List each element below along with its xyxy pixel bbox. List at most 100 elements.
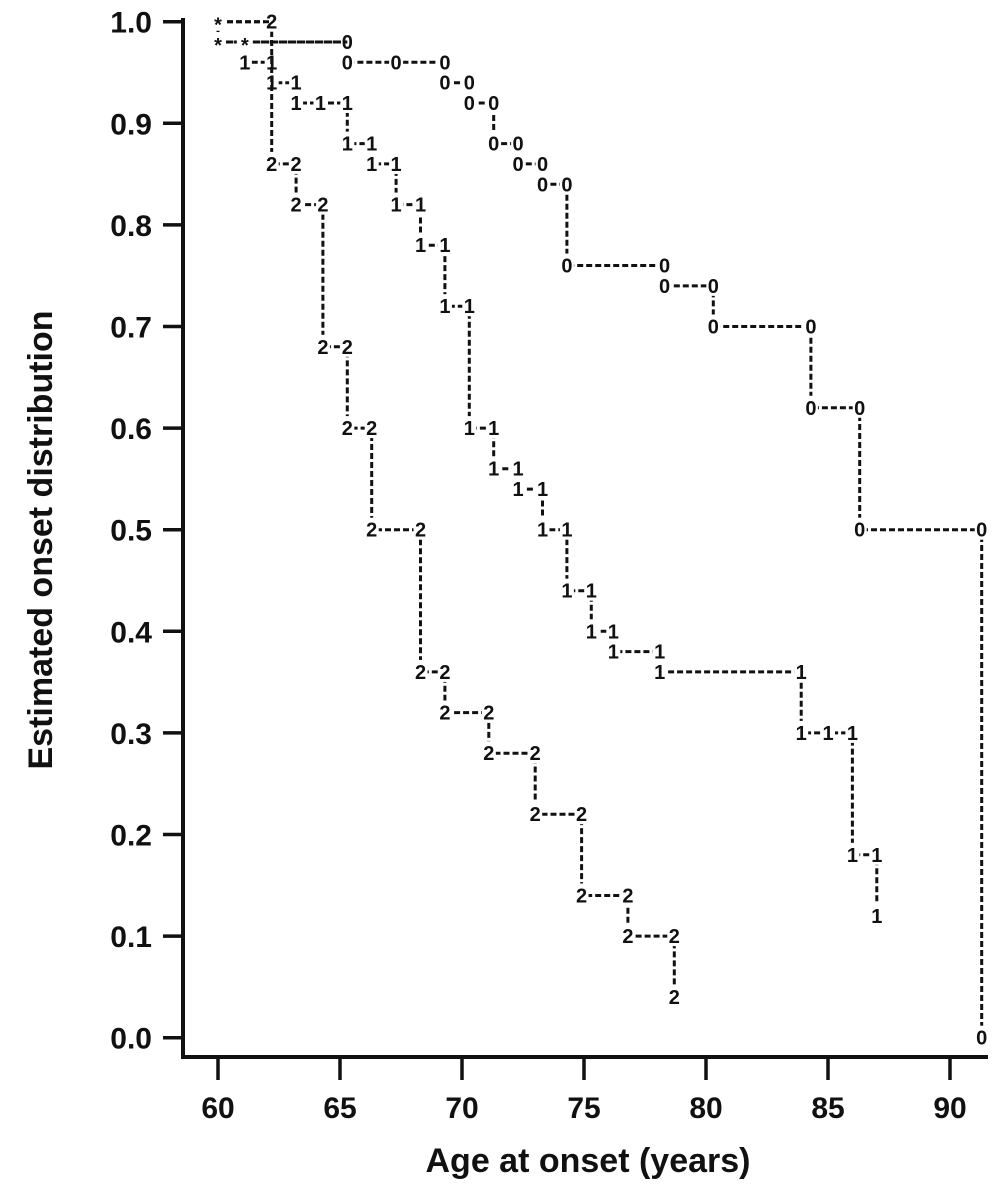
data-marker-2: 2 — [483, 703, 494, 725]
marker-bg — [584, 578, 599, 601]
marker-bg — [574, 802, 589, 825]
marker-bg — [606, 639, 621, 662]
y-tick-label: 0.8 — [110, 210, 152, 243]
y-tick-label: 0.4 — [110, 616, 152, 649]
marker-bg — [413, 233, 428, 256]
data-marker-1: 1 — [586, 581, 597, 603]
data-marker-1: 1 — [654, 662, 665, 684]
data-marker-1: 1 — [464, 296, 475, 318]
marker-bg — [559, 172, 574, 195]
data-marker-0: 0 — [659, 256, 670, 278]
marker-bg — [486, 131, 501, 154]
data-marker-2: 2 — [366, 520, 377, 542]
data-marker-0: 0 — [439, 73, 450, 95]
marker-bg — [667, 985, 682, 1008]
marker-bg — [437, 700, 452, 723]
marker-bg — [264, 9, 279, 32]
data-marker-2: 2 — [669, 926, 680, 948]
data-marker-0: 0 — [342, 52, 353, 74]
data-marker-2: 2 — [366, 418, 377, 440]
data-marker-1: 1 — [537, 479, 548, 501]
data-marker-0: 0 — [464, 73, 475, 95]
marker-bg — [559, 517, 574, 540]
marker-bg — [437, 659, 452, 682]
data-marker-0: 0 — [976, 520, 987, 542]
marker-bg — [706, 314, 721, 337]
data-marker-0: 0 — [513, 134, 524, 156]
data-marker-0: 0 — [561, 256, 572, 278]
data-marker-1: 1 — [239, 52, 250, 74]
data-marker-0: 0 — [561, 174, 572, 196]
data-marker-0: 0 — [488, 134, 499, 156]
data-marker-0: 0 — [513, 154, 524, 176]
data-marker-1: 1 — [513, 479, 524, 501]
data-marker-1: 1 — [871, 845, 882, 867]
data-marker-1: 1 — [391, 195, 402, 217]
data-marker-1: 1 — [822, 723, 833, 745]
data-marker-2: 2 — [317, 195, 328, 217]
data-marker-1: 1 — [561, 581, 572, 603]
data-marker-1: 1 — [464, 418, 475, 440]
data-marker-0: 0 — [976, 1028, 987, 1050]
x-tick-label: 60 — [201, 1092, 234, 1125]
marker-bg — [667, 924, 682, 947]
data-marker-1: 1 — [415, 195, 426, 217]
data-marker-2: 2 — [415, 662, 426, 684]
x-tick-label: 70 — [445, 1092, 478, 1125]
data-marker-2: 2 — [342, 418, 353, 440]
data-marker-1: 1 — [342, 134, 353, 156]
marker-bg — [511, 131, 526, 154]
x-tick-label: 85 — [811, 1092, 844, 1125]
marker-bg — [364, 151, 379, 174]
data-marker-1: 1 — [291, 93, 302, 115]
marker-bg — [528, 802, 543, 825]
data-marker-0: 0 — [854, 398, 865, 420]
y-tick-label: 0.7 — [110, 312, 152, 345]
data-marker-1: 1 — [291, 73, 302, 95]
y-tick-label: 0.9 — [110, 108, 152, 141]
data-marker-1: 1 — [488, 418, 499, 440]
y-tick-label: 0.2 — [110, 820, 152, 853]
data-marker-1: 1 — [366, 134, 377, 156]
y-tick-label: 0.6 — [110, 413, 152, 446]
marker-bg — [289, 192, 304, 215]
marker-bg — [486, 416, 501, 439]
marker-bg — [315, 192, 330, 215]
data-marker-2: 2 — [415, 520, 426, 542]
marker-bg — [528, 741, 543, 764]
marker-bg — [606, 619, 621, 642]
data-marker-1: 1 — [391, 154, 402, 176]
marker-bg — [574, 883, 589, 906]
data-marker-0: 0 — [537, 174, 548, 196]
marker-bg — [413, 192, 428, 215]
marker-bg — [462, 294, 477, 317]
data-marker-1: 1 — [608, 621, 619, 643]
data-marker-2: 2 — [576, 804, 587, 826]
data-marker-1: 1 — [415, 235, 426, 257]
series-1: 1 11 11 1 11 11 11 11 11 11 11 11 11 11 11 11 11 11 1 11 11 — [218, 40, 884, 928]
data-marker-0: 0 — [708, 317, 719, 339]
marker-bg — [289, 151, 304, 174]
data-marker-0: 0 — [805, 398, 816, 420]
marker-bg — [559, 253, 574, 276]
data-marker-1: 1 — [342, 93, 353, 115]
marker-bg — [413, 659, 428, 682]
marker-bg — [486, 90, 501, 113]
marker-bg — [481, 741, 496, 764]
marker-bg — [389, 192, 404, 215]
data-marker-0: 0 — [659, 276, 670, 298]
marker-bg — [803, 314, 818, 337]
data-marker-2: 2 — [439, 703, 450, 725]
data-marker-0: 0 — [464, 93, 475, 115]
marker-bg — [237, 50, 252, 73]
marker-bg — [584, 619, 599, 642]
marker-bg — [340, 334, 355, 357]
marker-bg — [559, 578, 574, 601]
marker-bg — [974, 517, 989, 540]
data-marker-2: 2 — [266, 154, 277, 176]
axes: 0.0 0.1 0.2 0.3 0.4 0.5 0.6 0.7 0.8 0.9 1.0 60 65 70 7… — [110, 7, 988, 1125]
marker-bg — [340, 50, 355, 73]
data-marker-2: 2 — [439, 662, 450, 684]
marker-bg — [462, 90, 477, 113]
marker-bg — [437, 70, 452, 93]
